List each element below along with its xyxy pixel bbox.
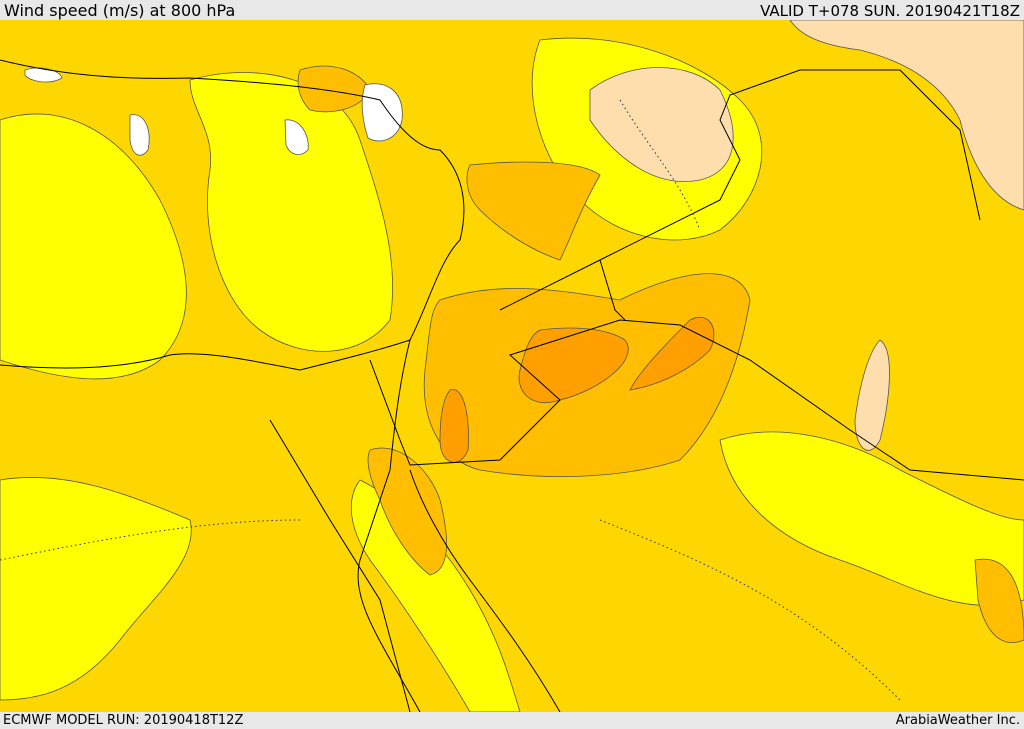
region-peach: [854, 339, 890, 451]
coastline: [0, 59, 465, 371]
coastline: [357, 339, 421, 712]
region-dark-orange: [518, 327, 629, 403]
coastlines-and-borders: [0, 59, 1024, 712]
border: [599, 259, 626, 321]
region-white: [284, 119, 309, 155]
border: [369, 319, 1024, 481]
admin-lines: [0, 99, 901, 701]
region-orange: [367, 447, 447, 576]
coastline: [409, 469, 561, 712]
admin-line: [619, 99, 701, 231]
valid-time: VALID T+078 SUN. 20190421T18Z: [760, 2, 1020, 20]
region-orange: [297, 65, 371, 113]
border: [499, 69, 981, 311]
region-yellow: [0, 477, 192, 701]
region-orange: [466, 161, 601, 261]
region-peach: [589, 67, 734, 182]
map-title: Wind speed (m/s) at 800 hPa: [4, 1, 236, 20]
region-dark-orange: [629, 317, 715, 391]
region-white: [129, 114, 150, 156]
region-yellow: [0, 113, 187, 380]
header-bar: Wind speed (m/s) at 800 hPa VALID T+078 …: [0, 0, 1024, 20]
region-peach: [789, 20, 1024, 211]
model-run: ECMWF MODEL RUN: 20190418T12Z: [3, 713, 244, 728]
border: [269, 419, 411, 712]
footer-bar: ECMWF MODEL RUN: 20190418T12Z ArabiaWeat…: [0, 712, 1024, 729]
wind-map: [0, 20, 1024, 712]
brand: ArabiaWeather Inc.: [895, 713, 1020, 728]
